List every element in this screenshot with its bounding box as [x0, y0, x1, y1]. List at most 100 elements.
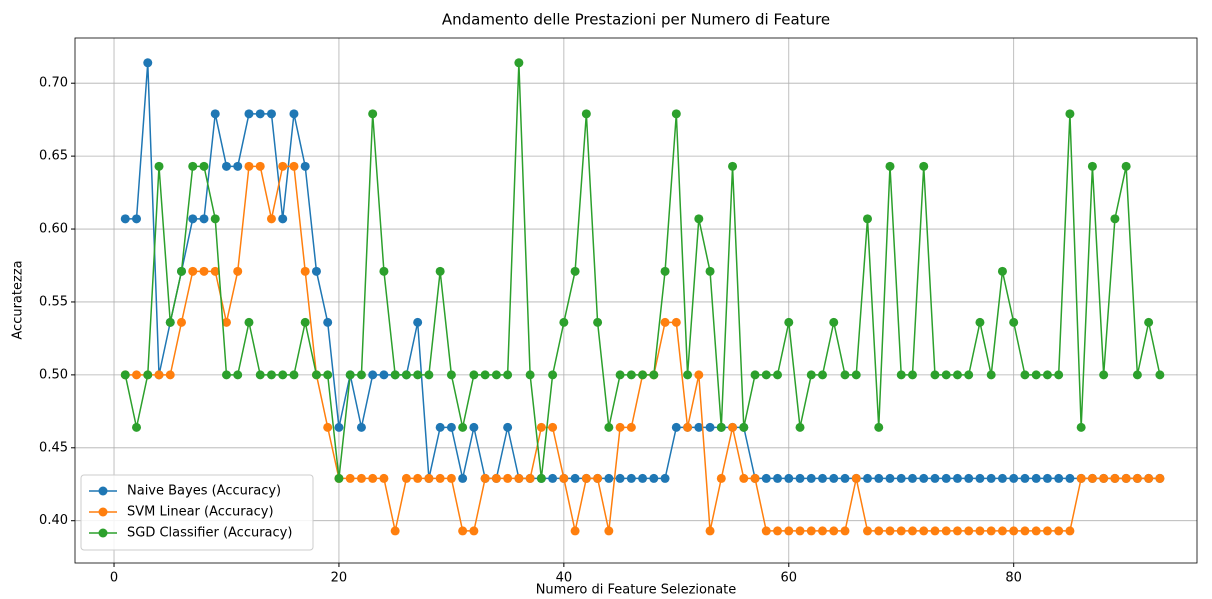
- point: [829, 473, 839, 483]
- legend-marker: [98, 507, 108, 517]
- point: [255, 161, 265, 171]
- point: [581, 473, 591, 483]
- point: [188, 214, 198, 224]
- point: [604, 473, 614, 483]
- point: [435, 422, 445, 432]
- point: [1087, 473, 1097, 483]
- point: [1031, 473, 1041, 483]
- x-tick-label: 40: [556, 571, 573, 586]
- point: [806, 370, 816, 380]
- point: [446, 422, 456, 432]
- point: [120, 214, 130, 224]
- point: [278, 214, 288, 224]
- point: [1031, 526, 1041, 536]
- point: [716, 422, 726, 432]
- point: [638, 370, 648, 380]
- point: [1020, 370, 1030, 380]
- point: [1065, 526, 1075, 536]
- point: [784, 317, 794, 327]
- point: [413, 473, 423, 483]
- point: [593, 473, 603, 483]
- point: [120, 370, 130, 380]
- point: [1042, 370, 1052, 380]
- point: [368, 473, 378, 483]
- point: [278, 161, 288, 171]
- point: [210, 214, 220, 224]
- point: [424, 370, 434, 380]
- point: [413, 370, 423, 380]
- point: [761, 370, 771, 380]
- point: [773, 473, 783, 483]
- point: [907, 526, 917, 536]
- point: [964, 473, 974, 483]
- point: [964, 526, 974, 536]
- point: [604, 422, 614, 432]
- point: [491, 370, 501, 380]
- point: [311, 266, 321, 276]
- point: [1009, 473, 1019, 483]
- point: [694, 370, 704, 380]
- point: [964, 370, 974, 380]
- point: [919, 473, 929, 483]
- point: [525, 370, 535, 380]
- point: [874, 473, 884, 483]
- point: [132, 422, 142, 432]
- y-tick-label: 0.45: [39, 440, 68, 455]
- point: [986, 370, 996, 380]
- point: [1132, 473, 1142, 483]
- point: [896, 526, 906, 536]
- point: [1144, 317, 1154, 327]
- point: [671, 317, 681, 327]
- point: [660, 266, 670, 276]
- point: [514, 58, 524, 68]
- point: [862, 526, 872, 536]
- point: [255, 370, 265, 380]
- point: [862, 473, 872, 483]
- point: [413, 317, 423, 327]
- y-tick-label: 0.70: [39, 76, 68, 91]
- point: [446, 473, 456, 483]
- point: [840, 370, 850, 380]
- point: [638, 473, 648, 483]
- point: [885, 161, 895, 171]
- point: [941, 526, 951, 536]
- point: [221, 161, 231, 171]
- point: [480, 370, 490, 380]
- point: [1099, 370, 1109, 380]
- x-axis-label: Numero di Feature Selezionate: [536, 583, 737, 598]
- point: [536, 473, 546, 483]
- point: [503, 473, 513, 483]
- point: [1009, 526, 1019, 536]
- point: [244, 109, 254, 119]
- point: [660, 473, 670, 483]
- y-tick-label: 0.65: [39, 149, 68, 164]
- point: [345, 370, 355, 380]
- point: [548, 370, 558, 380]
- point: [705, 422, 715, 432]
- point: [907, 473, 917, 483]
- point: [907, 370, 917, 380]
- point: [1087, 161, 1097, 171]
- point: [615, 473, 625, 483]
- point: [458, 526, 468, 536]
- point: [1121, 473, 1131, 483]
- point: [1155, 473, 1165, 483]
- point: [1042, 473, 1052, 483]
- point: [1054, 370, 1064, 380]
- point: [818, 473, 828, 483]
- point: [570, 473, 580, 483]
- point: [300, 161, 310, 171]
- point: [503, 422, 513, 432]
- point: [997, 473, 1007, 483]
- point: [626, 370, 636, 380]
- point: [874, 422, 884, 432]
- point: [1155, 370, 1165, 380]
- y-tick-label: 0.55: [39, 294, 68, 309]
- point: [345, 473, 355, 483]
- point: [323, 317, 333, 327]
- chart-title: Andamento delle Prestazioni per Numero d…: [442, 11, 830, 29]
- point: [323, 370, 333, 380]
- point: [694, 422, 704, 432]
- point: [1009, 317, 1019, 327]
- point: [514, 473, 524, 483]
